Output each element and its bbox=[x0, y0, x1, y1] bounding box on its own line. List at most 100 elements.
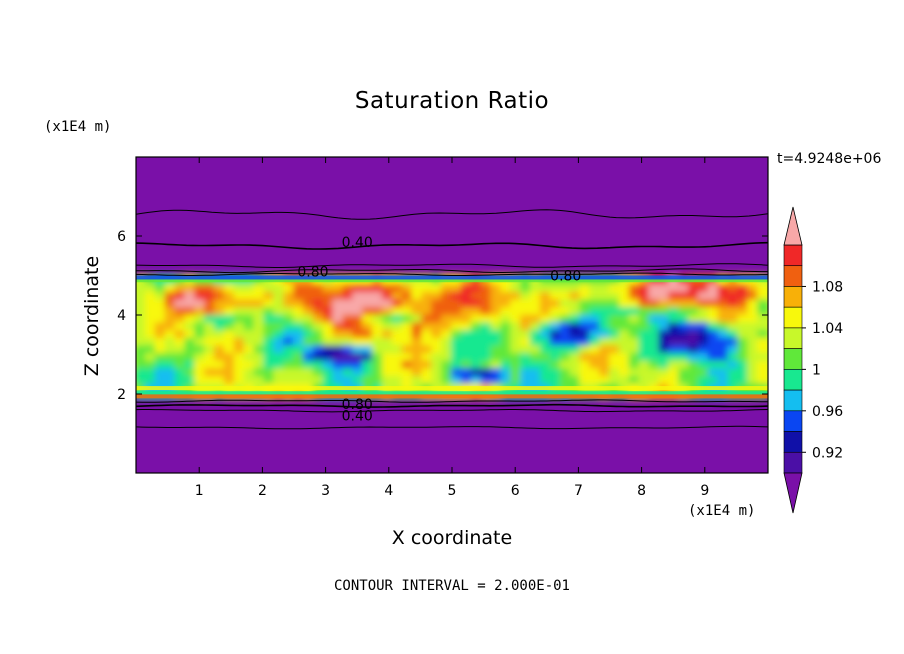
field-cell bbox=[579, 343, 592, 354]
field-cell bbox=[599, 351, 611, 361]
field-cell bbox=[678, 351, 690, 361]
field-cell bbox=[490, 373, 503, 384]
field-cell bbox=[530, 320, 542, 331]
edge-strip bbox=[136, 278, 768, 283]
field-cell bbox=[293, 358, 305, 369]
field-cell bbox=[747, 351, 760, 361]
field-cell bbox=[293, 320, 305, 331]
field-cell bbox=[243, 358, 256, 369]
field-cell bbox=[302, 373, 315, 384]
field-cell bbox=[283, 297, 295, 308]
field-cell bbox=[342, 289, 355, 300]
field-cell bbox=[737, 366, 750, 376]
field-cell bbox=[490, 328, 503, 338]
field-cell bbox=[717, 351, 730, 361]
field-cell bbox=[707, 335, 720, 346]
field-cell bbox=[253, 343, 266, 354]
colorbar-bin bbox=[783, 410, 803, 432]
field-cell bbox=[678, 312, 690, 323]
field-cell bbox=[757, 343, 768, 354]
field-cell bbox=[372, 297, 384, 308]
field-cell bbox=[658, 335, 671, 346]
field-cell bbox=[668, 289, 681, 300]
field-cell bbox=[391, 282, 404, 292]
field-cell bbox=[520, 373, 532, 384]
field-cell bbox=[500, 351, 513, 361]
field-cell bbox=[480, 335, 493, 346]
field-cell bbox=[480, 320, 493, 331]
field-cell bbox=[164, 320, 177, 331]
field-cell bbox=[362, 335, 374, 346]
field-cell bbox=[233, 328, 246, 338]
field-cell bbox=[164, 305, 177, 315]
field-cell bbox=[342, 358, 355, 369]
field-cell bbox=[609, 312, 621, 323]
field-cell bbox=[697, 305, 710, 315]
field-cell bbox=[480, 328, 493, 338]
field-cell bbox=[223, 366, 236, 376]
field-cell bbox=[451, 328, 463, 338]
field-cell bbox=[223, 282, 236, 292]
field-cell bbox=[480, 366, 493, 376]
field-cell bbox=[628, 305, 641, 315]
field-cell bbox=[233, 305, 246, 315]
field-cell bbox=[539, 366, 552, 376]
field-cell bbox=[530, 312, 542, 323]
field-cell bbox=[628, 343, 641, 354]
field-cell bbox=[480, 305, 493, 315]
field-cell bbox=[381, 366, 394, 376]
field-cell bbox=[618, 282, 631, 292]
field-cell bbox=[668, 373, 681, 384]
field-cell bbox=[510, 358, 523, 369]
field-cell bbox=[599, 335, 611, 346]
field-cell bbox=[441, 328, 453, 338]
field-cell bbox=[549, 320, 562, 331]
field-cell bbox=[520, 358, 532, 369]
contour-line bbox=[136, 241, 768, 250]
field-cell bbox=[480, 289, 493, 300]
field-cell bbox=[658, 297, 671, 308]
field-cell bbox=[618, 320, 631, 331]
field-cell bbox=[658, 373, 671, 384]
field-cell bbox=[648, 289, 661, 300]
field-cell bbox=[223, 343, 236, 354]
field-cell bbox=[717, 282, 730, 292]
field-cell bbox=[214, 373, 226, 384]
field-cell bbox=[638, 366, 651, 376]
field-cell bbox=[668, 320, 681, 331]
field-cell bbox=[648, 366, 661, 376]
field-cell bbox=[539, 343, 552, 354]
field-cell bbox=[460, 351, 473, 361]
field-cell bbox=[688, 312, 700, 323]
field-cell bbox=[460, 320, 473, 331]
field-cell bbox=[136, 282, 147, 292]
field-cell bbox=[747, 320, 760, 331]
field-cell bbox=[293, 328, 305, 338]
field-cell bbox=[549, 351, 562, 361]
field-cell bbox=[678, 358, 690, 369]
field-cell bbox=[273, 351, 286, 361]
field-cell bbox=[362, 343, 374, 354]
field-cell bbox=[628, 351, 641, 361]
field-cell bbox=[273, 343, 286, 354]
field-cell bbox=[332, 328, 345, 338]
field-cell bbox=[174, 320, 187, 331]
field-cell bbox=[470, 328, 483, 338]
field-cell bbox=[737, 320, 750, 331]
field-cell bbox=[490, 351, 503, 361]
field-cell bbox=[411, 366, 424, 376]
field-cell bbox=[490, 312, 503, 323]
field-cell bbox=[717, 305, 730, 315]
contour-line bbox=[136, 425, 768, 430]
field-cell bbox=[273, 282, 286, 292]
field-cell bbox=[322, 320, 335, 331]
field-cell bbox=[441, 297, 453, 308]
field-cell bbox=[204, 335, 216, 346]
field-cell bbox=[628, 320, 641, 331]
field-cell bbox=[638, 358, 651, 369]
field-cell bbox=[747, 358, 760, 369]
field-cell bbox=[174, 358, 187, 369]
field-cell bbox=[174, 305, 187, 315]
field-cell bbox=[352, 358, 365, 369]
field-cell bbox=[510, 328, 523, 338]
